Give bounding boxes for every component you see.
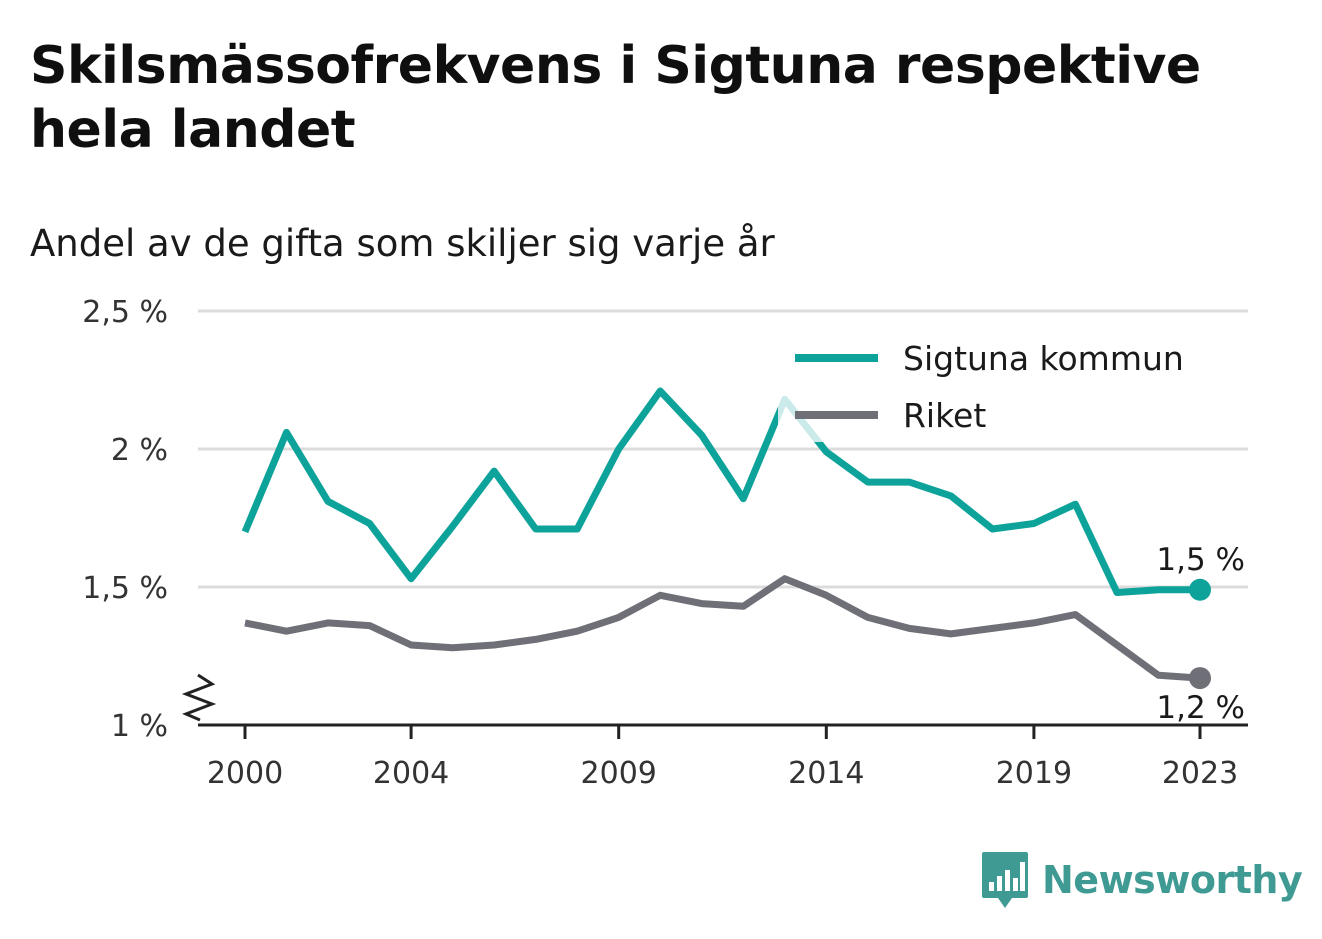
series-line-sigtuna <box>241 387 1200 596</box>
series-line-riket <box>244 575 1201 682</box>
y-tick-label: 2,5 % <box>82 295 168 330</box>
legend-label: Sigtuna kommun <box>903 339 1184 378</box>
legend-label: Riket <box>903 396 986 435</box>
y-tick-label: 2 % <box>111 433 168 468</box>
brand-name: Newsworthy <box>1042 858 1303 902</box>
x-tick-label: 2004 <box>373 756 449 791</box>
newsworthy-logo: Newsworthy <box>980 848 1303 912</box>
y-tick-label: 1 % <box>111 709 168 744</box>
bar-chart-speech-bubble-icon <box>982 852 1028 908</box>
x-tick-label: 2009 <box>581 756 657 791</box>
end-value-label: 1,5 % <box>1156 542 1245 578</box>
x-tick-label: 2000 <box>207 756 283 791</box>
x-tick-label: 2014 <box>788 756 864 791</box>
legend-background <box>778 330 1238 442</box>
chart-title: Skilsmässofrekvens i Sigtuna respektive … <box>30 36 1201 160</box>
x-tick-label: 2019 <box>996 756 1072 791</box>
end-value-label: 1,2 % <box>1156 690 1245 726</box>
x-tick-label: 2023 <box>1162 756 1238 791</box>
axis-break-icon <box>181 673 217 722</box>
y-tick-label: 1,5 % <box>82 571 168 606</box>
series-end-point <box>1189 667 1211 690</box>
chart-subtitle: Andel av de gifta som skiljer sig varje … <box>30 222 775 265</box>
series-end-point <box>1189 578 1211 601</box>
